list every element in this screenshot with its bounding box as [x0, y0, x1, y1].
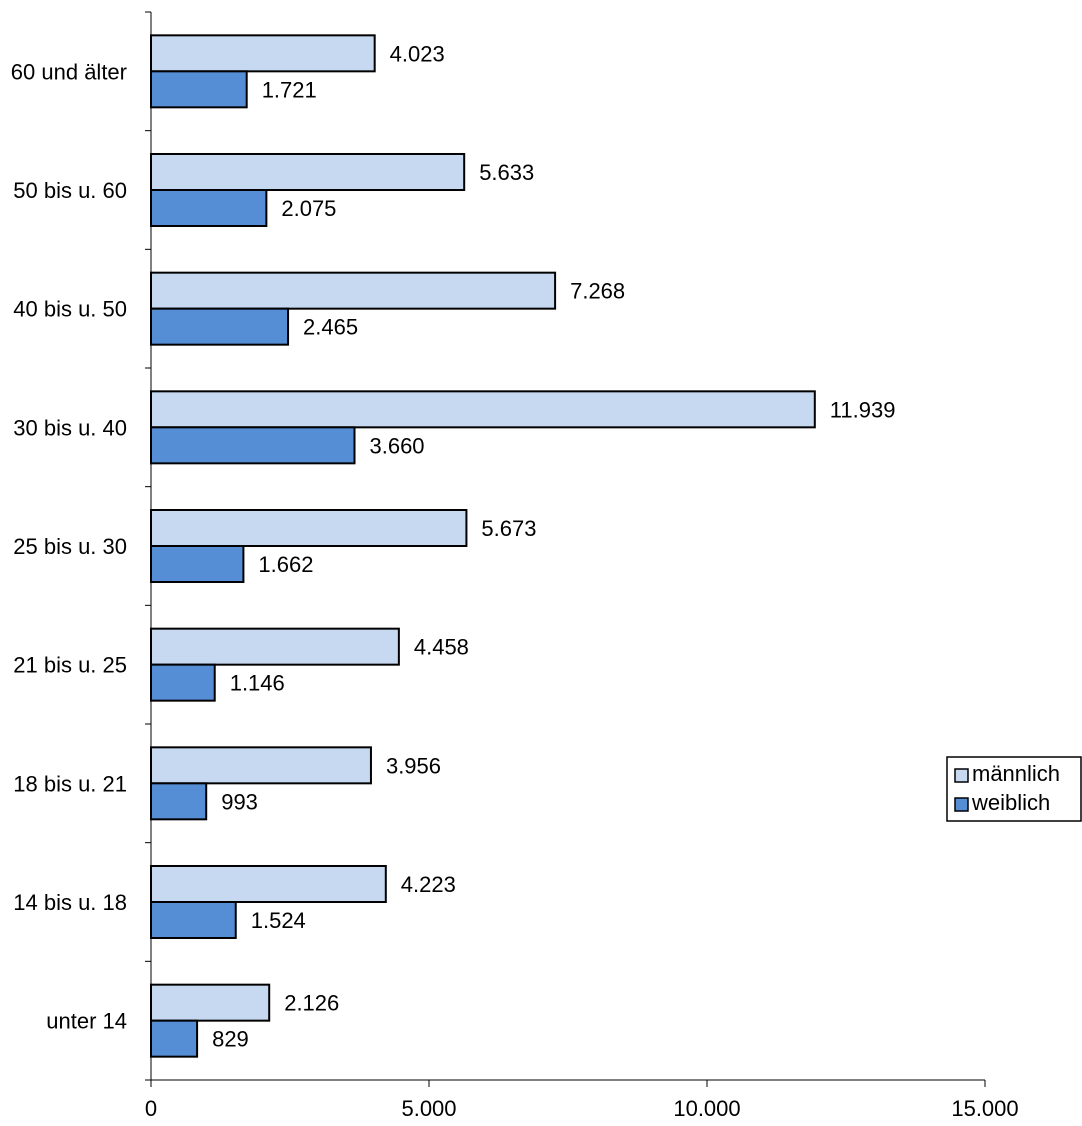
bar-maennlich — [150, 153, 466, 191]
category-label: 30 bis u. 40 — [13, 415, 127, 440]
data-label: 7.268 — [570, 279, 625, 304]
data-label: 3.956 — [386, 753, 441, 778]
legend-swatch — [954, 797, 969, 812]
bar-maennlich — [150, 865, 387, 903]
bar-maennlich — [150, 746, 372, 785]
bar-weiblich — [150, 426, 356, 465]
data-label: 829 — [212, 1027, 249, 1052]
bar-weiblich — [150, 1019, 199, 1058]
data-label: 2.465 — [303, 315, 358, 340]
bar-weiblich — [150, 663, 216, 702]
category-label: unter 14 — [46, 1009, 127, 1034]
data-label: 1.721 — [262, 77, 317, 102]
data-label: 4.223 — [401, 872, 456, 897]
legend-swatch — [954, 768, 969, 783]
category-label: 18 bis u. 21 — [13, 771, 127, 796]
bar-weiblich — [150, 901, 237, 939]
data-label: 11.939 — [830, 397, 896, 422]
bar-maennlich — [150, 983, 271, 1022]
category-label: 40 bis u. 50 — [13, 297, 127, 322]
x-tick-label: 10.000 — [673, 1096, 740, 1121]
bar-weiblich — [150, 307, 290, 346]
data-label: 2.075 — [281, 196, 336, 221]
bar-maennlich — [150, 509, 468, 547]
data-label: 1.662 — [258, 552, 313, 577]
category-label: 60 und älter — [11, 59, 127, 84]
x-tick-label: 0 — [145, 1096, 157, 1121]
category-label: 14 bis u. 18 — [13, 890, 127, 915]
data-label: 5.633 — [479, 160, 534, 185]
bar-weiblich — [150, 70, 248, 109]
category-label: 50 bis u. 60 — [13, 178, 127, 203]
data-label: 3.660 — [369, 433, 424, 458]
bar-weiblich — [150, 189, 268, 227]
data-label: 2.126 — [284, 991, 339, 1016]
x-tick-label: 15.000 — [951, 1096, 1018, 1121]
data-label: 4.023 — [390, 41, 445, 66]
x-tick-label: 5.000 — [401, 1096, 456, 1121]
legend-label: weiblich — [971, 790, 1050, 815]
data-label: 993 — [221, 789, 258, 814]
bar-maennlich — [150, 34, 376, 73]
bar-maennlich — [150, 271, 557, 310]
legend-label: männlich — [972, 761, 1060, 786]
bar-weiblich — [150, 545, 245, 583]
data-label: 4.458 — [414, 635, 469, 660]
data-label: 1.146 — [230, 671, 285, 696]
bar-maennlich — [150, 390, 816, 429]
data-label: 1.524 — [251, 908, 306, 933]
category-label: 21 bis u. 25 — [13, 653, 127, 678]
bar-maennlich — [150, 627, 400, 666]
legend-box — [946, 756, 1082, 822]
data-label: 5.673 — [481, 516, 536, 541]
bar-weiblich — [150, 782, 208, 821]
category-label: 25 bis u. 30 — [13, 534, 127, 559]
